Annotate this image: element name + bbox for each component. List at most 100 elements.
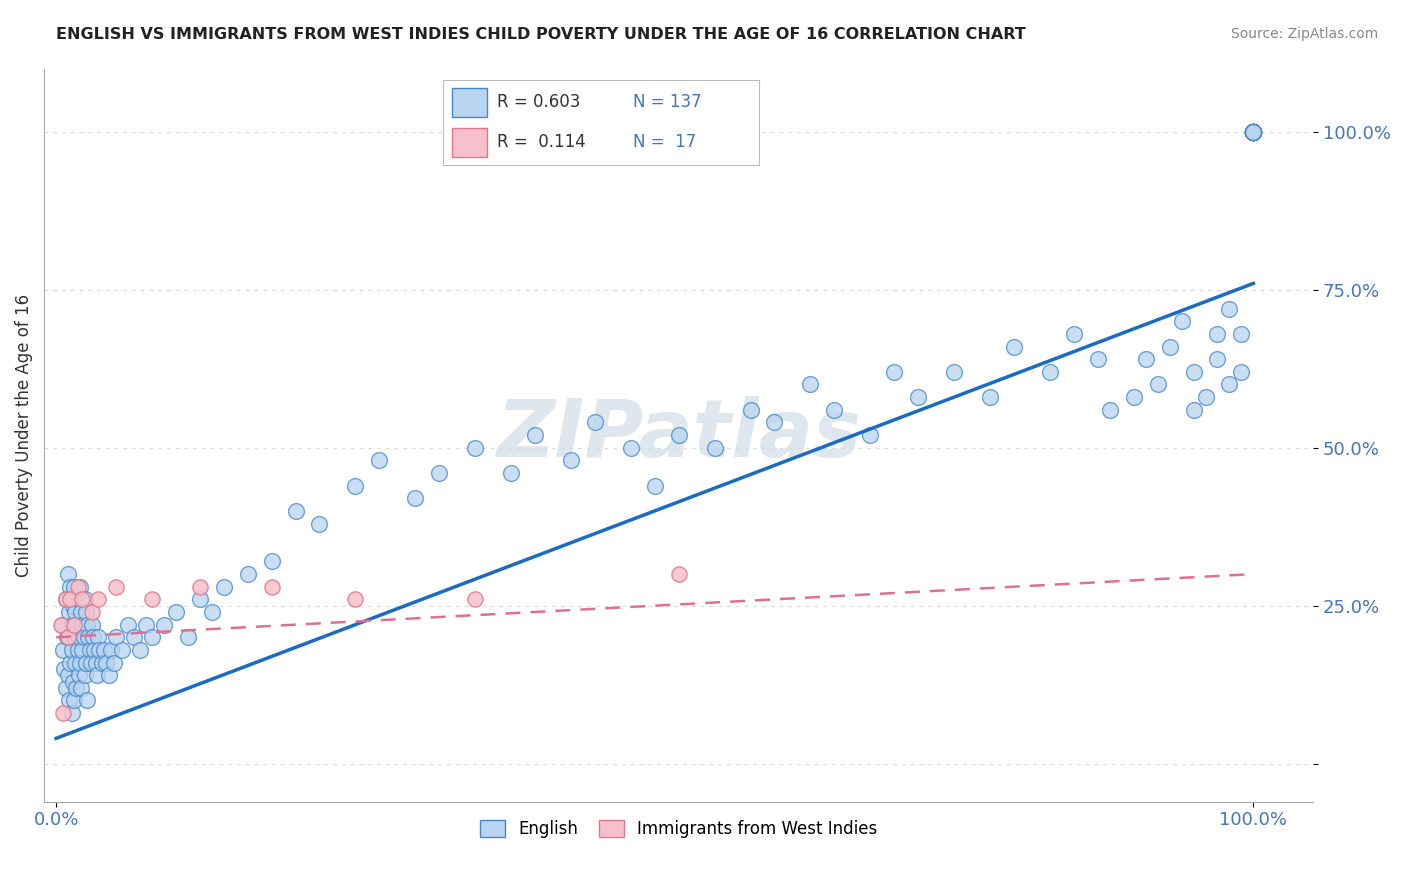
Point bbox=[52, 643, 75, 657]
Point bbox=[69, 656, 91, 670]
Point bbox=[111, 643, 134, 657]
Point bbox=[58, 605, 80, 619]
Point bbox=[141, 630, 163, 644]
Point bbox=[859, 428, 882, 442]
Point bbox=[799, 377, 821, 392]
Point bbox=[72, 643, 94, 657]
Point bbox=[90, 656, 112, 670]
FancyBboxPatch shape bbox=[453, 128, 486, 157]
Point bbox=[1206, 326, 1229, 341]
Legend: English, Immigrants from West Indies: English, Immigrants from West Indies bbox=[474, 813, 884, 845]
Point bbox=[55, 592, 77, 607]
Point bbox=[1039, 365, 1062, 379]
Point bbox=[1241, 125, 1264, 139]
Point bbox=[883, 365, 905, 379]
Point bbox=[344, 478, 367, 492]
Point bbox=[1241, 125, 1264, 139]
Point bbox=[1206, 352, 1229, 367]
Point bbox=[1241, 125, 1264, 139]
Point bbox=[260, 554, 283, 568]
Point bbox=[66, 643, 89, 657]
Point bbox=[620, 441, 643, 455]
Point bbox=[87, 630, 110, 644]
Point bbox=[1241, 125, 1264, 139]
Point bbox=[55, 592, 77, 607]
Point bbox=[464, 441, 486, 455]
Point bbox=[141, 592, 163, 607]
Point bbox=[308, 516, 330, 531]
Point bbox=[1218, 377, 1240, 392]
Point bbox=[122, 630, 145, 644]
Point bbox=[86, 668, 108, 682]
Point bbox=[1241, 125, 1264, 139]
Point bbox=[65, 605, 87, 619]
Point bbox=[823, 402, 845, 417]
Point bbox=[499, 466, 522, 480]
Point bbox=[1241, 125, 1264, 139]
Point bbox=[979, 390, 1001, 404]
Point bbox=[67, 668, 90, 682]
Point bbox=[53, 662, 76, 676]
Point bbox=[60, 706, 83, 720]
Text: Source: ZipAtlas.com: Source: ZipAtlas.com bbox=[1230, 27, 1378, 41]
Point bbox=[1002, 340, 1025, 354]
Point bbox=[1241, 125, 1264, 139]
Point bbox=[1241, 125, 1264, 139]
Point bbox=[1241, 125, 1264, 139]
Point bbox=[97, 668, 120, 682]
Point bbox=[943, 365, 966, 379]
Point bbox=[70, 605, 93, 619]
Point bbox=[188, 580, 211, 594]
Point bbox=[1241, 125, 1264, 139]
Point bbox=[104, 580, 127, 594]
Point bbox=[236, 567, 259, 582]
Point bbox=[668, 567, 690, 582]
Point bbox=[72, 630, 94, 644]
Point bbox=[96, 656, 118, 670]
Point bbox=[52, 706, 75, 720]
Point bbox=[62, 674, 84, 689]
Y-axis label: Child Poverty Under the Age of 16: Child Poverty Under the Age of 16 bbox=[15, 293, 32, 576]
Point bbox=[583, 416, 606, 430]
Point bbox=[65, 617, 87, 632]
Point bbox=[55, 681, 77, 695]
Point bbox=[1218, 301, 1240, 316]
Point bbox=[1241, 125, 1264, 139]
Point bbox=[59, 580, 82, 594]
Point bbox=[344, 592, 367, 607]
Point bbox=[1194, 390, 1216, 404]
Point bbox=[103, 656, 125, 670]
Point bbox=[153, 617, 176, 632]
Point bbox=[89, 643, 111, 657]
Point bbox=[188, 592, 211, 607]
Point bbox=[59, 592, 82, 607]
Point bbox=[56, 567, 79, 582]
Point bbox=[75, 605, 97, 619]
Point bbox=[72, 592, 94, 607]
Point bbox=[260, 580, 283, 594]
Point bbox=[63, 580, 86, 594]
Point bbox=[100, 643, 122, 657]
Point bbox=[1098, 402, 1121, 417]
Point bbox=[83, 643, 105, 657]
Point bbox=[69, 580, 91, 594]
Point bbox=[63, 693, 86, 707]
Point bbox=[82, 630, 104, 644]
Point bbox=[177, 630, 200, 644]
Point bbox=[1230, 365, 1253, 379]
Point bbox=[66, 592, 89, 607]
Point bbox=[1241, 125, 1264, 139]
Point bbox=[56, 630, 79, 644]
Point bbox=[67, 630, 90, 644]
Point bbox=[63, 630, 86, 644]
Point bbox=[464, 592, 486, 607]
Point bbox=[56, 668, 79, 682]
Point bbox=[70, 681, 93, 695]
Point bbox=[1241, 125, 1264, 139]
Point bbox=[201, 605, 224, 619]
Point bbox=[644, 478, 666, 492]
Point bbox=[1159, 340, 1181, 354]
Point bbox=[80, 656, 103, 670]
Point bbox=[1241, 125, 1264, 139]
Point bbox=[368, 453, 391, 467]
